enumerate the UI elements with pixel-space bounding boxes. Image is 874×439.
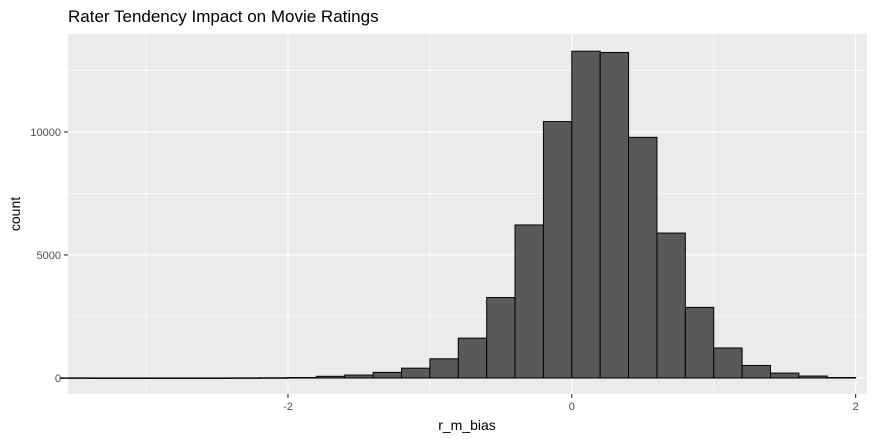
histogram-bar [628, 136, 658, 379]
histogram-bar [202, 377, 232, 379]
histogram-bars [60, 50, 857, 379]
y-axis-label: count [7, 197, 23, 231]
histogram-bar [88, 377, 119, 379]
histogram-bar [826, 377, 857, 379]
histogram-bar [145, 377, 175, 379]
histogram-bar [230, 377, 261, 379]
histogram-bar [315, 375, 346, 379]
histogram-bar [769, 372, 800, 379]
histogram-bar [429, 358, 459, 379]
histogram-bar [457, 337, 488, 379]
histogram-bar [173, 377, 204, 379]
histogram-bar [741, 364, 771, 379]
histogram-bar [571, 50, 601, 379]
plot-panel [68, 34, 867, 394]
histogram-bar [401, 367, 431, 379]
y-tick-label: 0 [55, 373, 61, 385]
histogram-bar [344, 374, 374, 379]
histogram-bar [656, 232, 686, 379]
x-tick-label: -2 [283, 401, 293, 413]
histogram-bar [372, 371, 403, 379]
histogram-bar [798, 375, 828, 379]
histogram-bar [259, 377, 289, 379]
histogram-bar [117, 377, 147, 379]
grid-minor-lines [68, 34, 867, 394]
x-tick-label: 2 [853, 401, 859, 413]
y-axis-ticks: 0 5000 10000 [30, 127, 68, 385]
histogram-bar [599, 51, 630, 379]
histogram-bar [542, 121, 573, 379]
x-tick-label: 0 [569, 401, 575, 413]
histogram-bar [684, 306, 715, 379]
chart-title: Rater Tendency Impact on Movie Ratings [68, 7, 379, 26]
histogram-bar [287, 377, 317, 379]
histogram-bar [713, 347, 743, 379]
x-axis-ticks: -2 0 2 [283, 394, 859, 413]
histogram-bar [514, 224, 544, 379]
y-tick-label: 5000 [37, 250, 61, 262]
x-axis-label: r_m_bias [438, 417, 496, 433]
histogram-bar [486, 297, 516, 379]
y-tick-label: 10000 [30, 127, 61, 139]
